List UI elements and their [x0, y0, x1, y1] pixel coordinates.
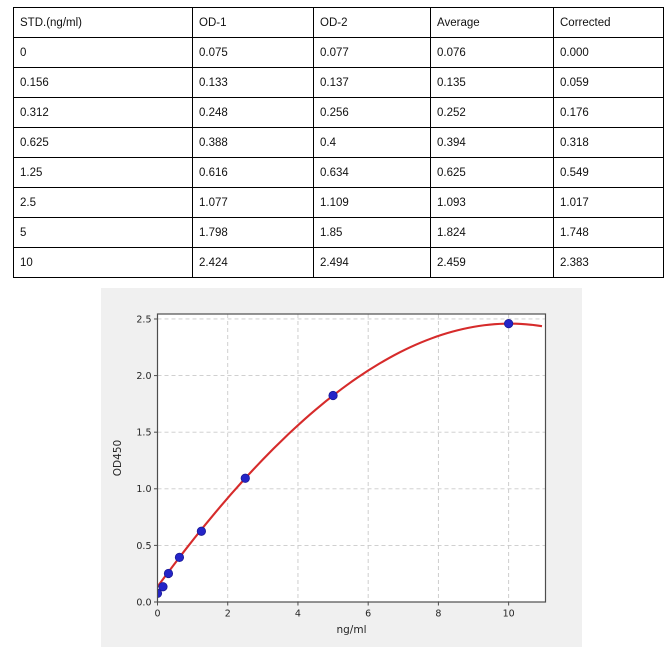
table-row: 1.25 0.616 0.634 0.625 0.549 [13, 157, 664, 188]
table-cell: 0.4 [313, 127, 431, 158]
x-axis-label: ng/ml [336, 624, 366, 636]
data-point [240, 473, 250, 483]
table-cell: 2.424 [192, 247, 314, 278]
table-cell: 0.059 [553, 67, 664, 98]
table-cell: 0.075 [192, 37, 314, 68]
y-tick-label: 0.5 [136, 541, 151, 552]
table-cell: 0.176 [553, 97, 664, 128]
table-cell: 1.798 [192, 217, 314, 248]
table-cell: 2.459 [430, 247, 554, 278]
x-tick-label: 2 [225, 609, 231, 620]
table-row: 2.5 1.077 1.109 1.093 1.017 [13, 187, 664, 218]
header-cell: OD-2 [313, 7, 431, 38]
table-cell: 0.625 [430, 157, 554, 188]
table-cell: 1.85 [313, 217, 431, 248]
table-cell: 2.383 [553, 247, 664, 278]
x-tick-label: 6 [365, 609, 371, 620]
data-point [504, 319, 514, 329]
table-cell: 0.252 [430, 97, 554, 128]
standard-curve-chart: 0 2 4 6 8 10 0.0 0.5 1.0 1.5 2.0 2.5 ng/ml OD450 [112, 313, 547, 636]
table-cell: 1.017 [553, 187, 664, 218]
table-cell: 0.137 [313, 67, 431, 98]
x-tick-label: 4 [295, 609, 301, 620]
standards-table: STD.(ng/ml) OD-1 OD-2 Average Corrected 0 0.0… [13, 7, 664, 278]
plot-frame [156, 313, 547, 603]
table-cell: 0.248 [192, 97, 314, 128]
table-cell: 1.25 [13, 157, 193, 188]
x-tick-label: 0 [154, 609, 160, 620]
table-cell: 0.616 [192, 157, 314, 188]
table-cell: 0 [13, 37, 193, 68]
table-row: 0.156 0.133 0.137 0.135 0.059 [13, 67, 664, 98]
data-point [163, 568, 174, 579]
data-point [328, 390, 338, 401]
table-cell: 10 [13, 247, 193, 278]
standard-curve-figure: 0 2 4 6 8 10 0.0 0.5 1.0 1.5 2.0 2.5 ng/ml OD450 [101, 288, 582, 647]
header-cell: Corrected [553, 7, 664, 38]
table-cell: 1.093 [430, 187, 554, 218]
data-point [158, 582, 168, 592]
table-cell: 0.312 [13, 97, 193, 128]
y-tick-label: 1.5 [136, 428, 151, 439]
table-cell: 0.133 [192, 67, 314, 98]
table-cell: 0.549 [553, 157, 664, 188]
header-cell: Average [430, 7, 554, 38]
y-tick-label: 1.0 [136, 484, 151, 495]
table-cell: 0.388 [192, 127, 314, 158]
data-point [157, 588, 163, 598]
table-cell: 0.135 [430, 67, 554, 98]
x-tick-label: 10 [503, 609, 515, 620]
table-row: 10 2.424 2.494 2.459 2.383 [13, 247, 664, 278]
plot-area [157, 314, 546, 602]
table-row: 0.312 0.248 0.256 0.252 0.176 [13, 97, 664, 128]
table-row: 5 1.798 1.85 1.824 1.748 [13, 217, 664, 248]
table-cell: 0.625 [13, 127, 193, 158]
y-tick-label: 0.0 [136, 597, 151, 608]
table-cell: 1.824 [430, 217, 554, 248]
table-row: 0.625 0.388 0.4 0.394 0.318 [13, 127, 664, 158]
fit-curve [157, 322, 543, 588]
y-axis-label: OD450 [112, 440, 124, 476]
table-cell: 0.394 [430, 127, 554, 158]
table-cell: 0.256 [313, 97, 431, 128]
table-cell: 0.000 [553, 37, 664, 68]
header-row: STD.(ng/ml) OD-1 OD-2 Average Corrected [13, 7, 664, 38]
y-tick-label: 2.5 [136, 314, 151, 325]
table-row: 0 0.075 0.077 0.076 0.000 [13, 37, 664, 68]
table-cell: 0.077 [313, 37, 431, 68]
x-tick-label: 8 [435, 609, 441, 620]
data-point [196, 526, 206, 536]
table-cell: 0.634 [313, 157, 431, 188]
table-cell: 2.5 [13, 187, 193, 218]
header-cell: STD.(ng/ml) [13, 7, 193, 38]
table-cell: 0.156 [13, 67, 193, 98]
table-cell: 1.748 [553, 217, 664, 248]
table-cell: 0.318 [553, 127, 664, 158]
table-cell: 1.109 [313, 187, 431, 218]
data-point [174, 552, 185, 562]
y-tick-label: 2.0 [136, 371, 151, 382]
table-cell: 1.077 [192, 187, 314, 218]
header-cell: OD-1 [192, 7, 314, 38]
table-cell: 5 [13, 217, 193, 248]
table-cell: 0.076 [430, 37, 554, 68]
table-cell: 2.494 [313, 247, 431, 278]
